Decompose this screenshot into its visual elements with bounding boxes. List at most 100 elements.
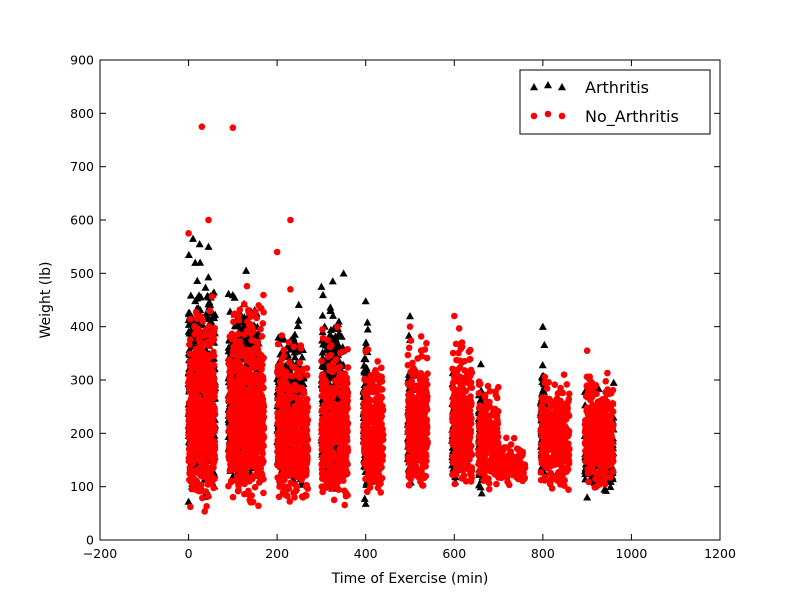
arthritis-point [279, 335, 288, 343]
no-arthritis-point [276, 392, 284, 400]
no-arthritis-point [337, 421, 345, 428]
no-arthritis-point [190, 420, 198, 427]
no-arthritis-point [227, 416, 235, 424]
arthritis-point [191, 296, 200, 305]
no-arthritis-point [193, 310, 200, 318]
arthritis-point [361, 499, 370, 507]
no-arthritis-point [210, 484, 217, 492]
no-arthritis-point [296, 413, 303, 421]
no-arthritis-point [234, 487, 242, 495]
no-arthritis-point [274, 474, 281, 481]
arthritis-point [334, 330, 343, 338]
no-arthritis-point [250, 351, 257, 358]
no-arthritis-point [227, 385, 234, 392]
arthritis-point [195, 291, 204, 299]
no-arthritis-point [207, 365, 215, 373]
arthritis-point [476, 360, 485, 368]
no-arthritis-point [291, 494, 298, 501]
no-arthritis-point [227, 477, 235, 485]
no-arthritis-point [207, 466, 215, 474]
no-arthritis-point [342, 446, 350, 454]
no-arthritis-point [318, 357, 325, 365]
arthritis-point [298, 353, 307, 361]
arthritis-point [360, 494, 369, 502]
no-arthritis-point [344, 345, 351, 353]
arthritis-point [204, 242, 213, 250]
no-arthritis-point [324, 353, 332, 361]
no-arthritis-point [252, 462, 259, 470]
no-arthritis-point [202, 369, 210, 377]
no-arthritis-point [274, 364, 282, 371]
no-arthritis-point [341, 501, 349, 509]
no-arthritis-point [251, 483, 259, 491]
no-arthritis-point [239, 475, 247, 483]
no-arthritis-point [240, 453, 248, 460]
no-arthritis-point [338, 377, 346, 385]
no-arthritis-point [208, 443, 215, 451]
no-arthritis-point [281, 416, 288, 424]
arthritis-point [186, 291, 195, 299]
no-arthritis-point [251, 371, 259, 379]
no-arthritis-point [257, 436, 264, 443]
arthritis-point [538, 361, 547, 369]
arthritis-point [326, 306, 335, 314]
no-arthritis-point [321, 446, 328, 454]
no-arthritis-point [201, 508, 208, 515]
arthritis-point [334, 317, 343, 325]
arthritis-point [333, 339, 342, 348]
no-arthritis-point [244, 414, 252, 422]
no-arthritis-point [226, 424, 234, 431]
no-arthritis-point [259, 320, 267, 327]
no-arthritis-point [326, 470, 333, 477]
no-arthritis-point [244, 420, 251, 428]
arthritis-point [294, 300, 303, 308]
no-arthritis-point [257, 325, 264, 333]
no-arthritis-point [341, 370, 349, 377]
no-arthritis-point [297, 405, 304, 413]
no-arthritis-point [298, 493, 306, 500]
no-arthritis-point [185, 383, 193, 391]
no-arthritis-point [287, 458, 295, 466]
no-arthritis-point [283, 469, 291, 476]
no-arthritis-point [287, 479, 295, 487]
no-arthritis-point [325, 427, 333, 434]
arthritis-point [361, 338, 370, 346]
no-arthritis-point [257, 304, 265, 312]
no-arthritis-point [374, 358, 382, 365]
no-arthritis-point [228, 376, 235, 384]
no-arthritis-point [299, 473, 307, 481]
arthritis-point [602, 486, 611, 494]
no-arthritis-point [193, 354, 201, 361]
no-arthritis-point [240, 300, 248, 308]
arthritis-point [606, 482, 615, 491]
no-arthritis-point [252, 308, 259, 315]
no-arthritis-point [259, 395, 267, 403]
no-arthritis-point [260, 291, 267, 299]
arthritis-point [538, 322, 547, 330]
no-arthritis-point [238, 468, 246, 476]
no-arthritis-point [294, 368, 301, 376]
no-arthritis-point [201, 434, 209, 442]
no-arthritis-point [198, 481, 205, 489]
no-arthritis-point [279, 369, 286, 377]
no-arthritis-point [274, 386, 282, 394]
no-arthritis-point [198, 423, 206, 431]
arthritis-point [195, 240, 204, 248]
no-arthritis-point [286, 447, 294, 454]
no-arthritis-point [280, 382, 288, 389]
arthritis-point [339, 269, 348, 277]
no-arthritis-point [234, 440, 242, 448]
no-arthritis-point [326, 362, 333, 370]
no-arthritis-point [199, 494, 206, 502]
no-arthritis-point [235, 482, 242, 490]
no-arthritis-point [234, 411, 241, 419]
no-arthritis-point [247, 330, 255, 338]
arthritis-point [405, 331, 414, 339]
arthritis-point [322, 345, 331, 353]
no-arthritis-point [278, 399, 285, 407]
no-arthritis-point [330, 384, 338, 392]
arthritis-point [242, 266, 251, 274]
no-arthritis-point [236, 306, 244, 313]
no-arthritis-point [210, 333, 217, 340]
no-arthritis-point [197, 365, 205, 373]
